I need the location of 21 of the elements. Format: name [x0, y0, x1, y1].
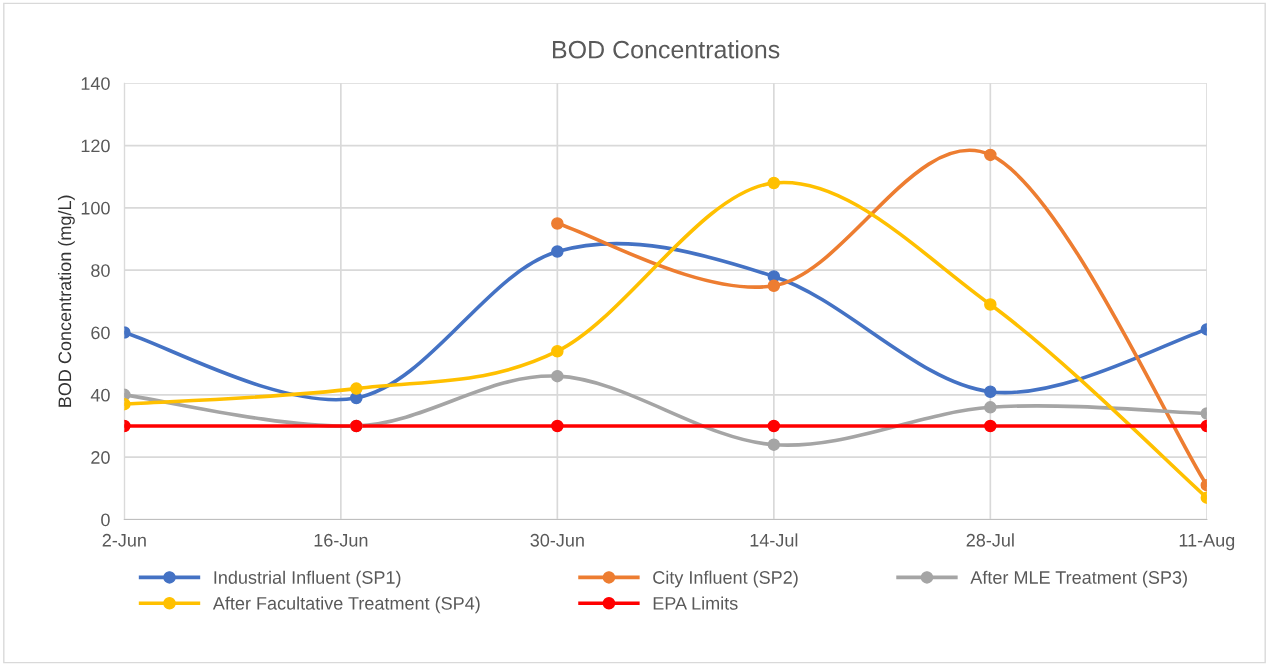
y-tick-label: 60 [91, 326, 110, 340]
y-axis-title: BOD Concentration (mg/L) [57, 195, 75, 407]
x-tick-label: 11-Aug [1179, 534, 1235, 551]
legend-label: City Influent (SP2) [653, 570, 798, 588]
x-tick-label: 28-Jul [966, 533, 1014, 547]
legend-label: After MLE Treatment (SP3) [970, 570, 1187, 588]
y-tick-label: 0 [101, 513, 110, 527]
y-tick-label: 40 [90, 388, 110, 402]
y-tick-label: 140 [81, 77, 110, 90]
x-tick-label: 14-Jul [750, 533, 798, 547]
legend-label: EPA Limits [653, 596, 738, 610]
legend-label: Industrial Influent (SP1) [214, 570, 401, 588]
x-tick-label: 16-Jun [314, 533, 368, 547]
y-tick-label: 120 [81, 139, 110, 153]
y-tick-label: 100 [81, 201, 110, 215]
chart-title: BOD Concentrations [553, 40, 780, 59]
legend-label: After Facultative Treatment (SP4) [212, 596, 480, 614]
x-tick-label: 2-Jun [102, 533, 146, 547]
x-tick-label: 30-Jun [530, 533, 584, 547]
y-tick-label: 80 [91, 264, 110, 277]
y-tick-label: 20 [91, 451, 110, 464]
